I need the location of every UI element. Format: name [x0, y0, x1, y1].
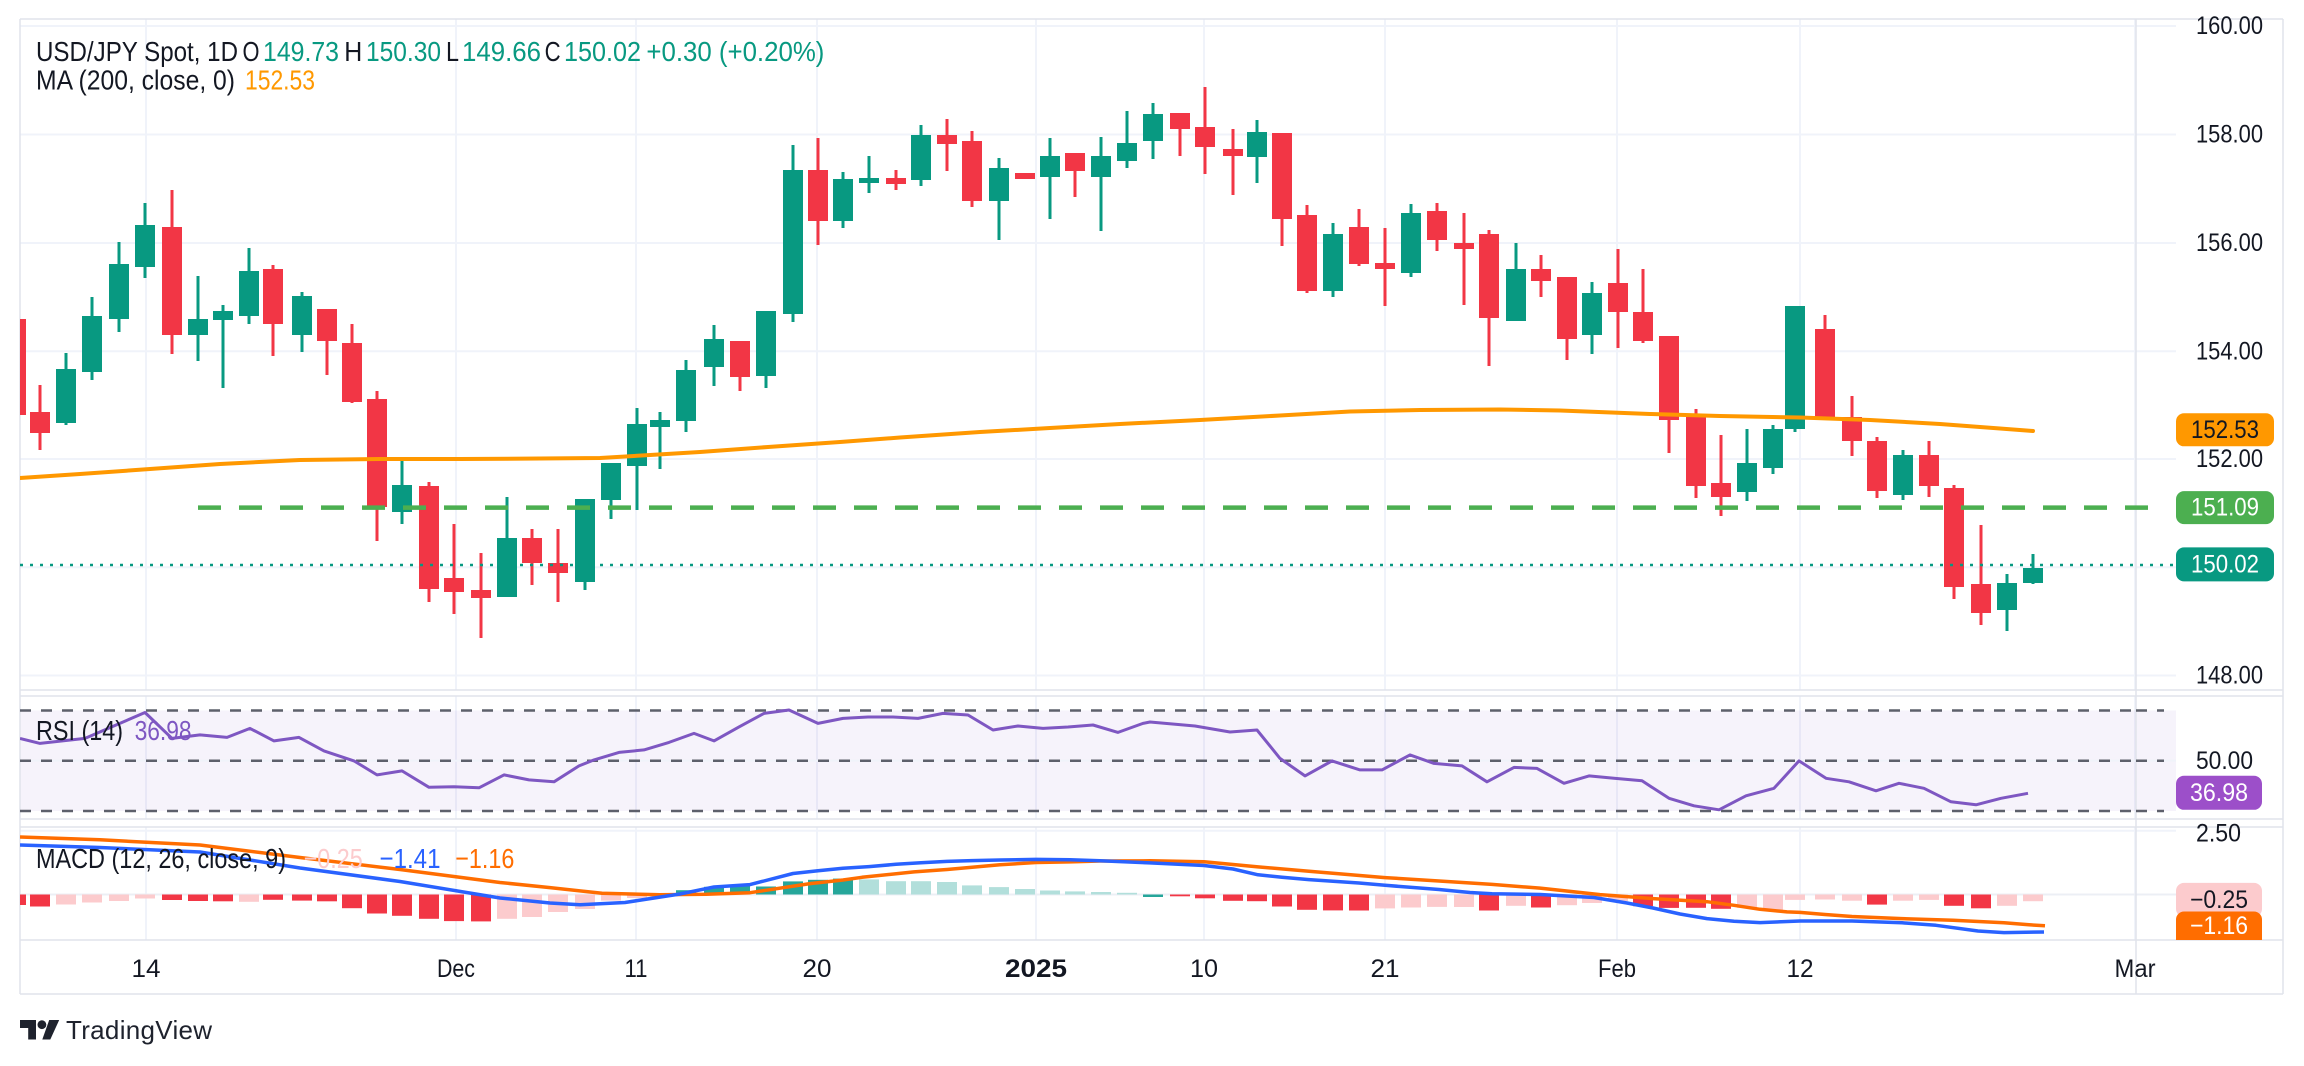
svg-text:150.02: 150.02: [2191, 550, 2259, 578]
svg-text:36.98: 36.98: [2190, 779, 2248, 807]
svg-text:152.53: 152.53: [2191, 416, 2259, 444]
svg-text:20: 20: [803, 955, 832, 983]
svg-text:TradingView: TradingView: [66, 1015, 212, 1045]
svg-text:151.09: 151.09: [2191, 494, 2259, 522]
svg-text:Mar: Mar: [2115, 955, 2156, 983]
svg-text:−1.16: −1.16: [2190, 912, 2248, 940]
svg-text:50.00: 50.00: [2196, 747, 2253, 775]
svg-text:21: 21: [1371, 955, 1400, 983]
svg-text:148.00: 148.00: [2196, 662, 2263, 690]
svg-text:152.00: 152.00: [2196, 445, 2263, 473]
svg-text:MACD (12, 26, close, 9)−0.25−1: MACD (12, 26, close, 9) −0.25 −1.41 −1.16: [36, 843, 514, 874]
svg-text:156.00: 156.00: [2196, 229, 2263, 257]
svg-text:10: 10: [1190, 955, 1218, 983]
svg-text:2.50: 2.50: [2196, 820, 2241, 848]
svg-text:14: 14: [132, 955, 161, 983]
svg-text:11: 11: [625, 955, 648, 983]
svg-text:−0.25: −0.25: [2190, 886, 2248, 914]
svg-text:12: 12: [1787, 955, 1814, 983]
svg-text:154.00: 154.00: [2196, 337, 2263, 365]
svg-text:160.00: 160.00: [2196, 12, 2263, 40]
svg-text:2025: 2025: [1005, 955, 1067, 983]
svg-text:Dec: Dec: [437, 955, 475, 983]
svg-text:Feb: Feb: [1598, 955, 1636, 983]
svg-text:MA (200, close, 0)152.53: MA (200, close, 0) 152.53: [36, 64, 315, 95]
svg-text:158.00: 158.00: [2196, 121, 2263, 149]
svg-text:RSI (14)36.98: RSI (14) 36.98: [36, 715, 192, 746]
